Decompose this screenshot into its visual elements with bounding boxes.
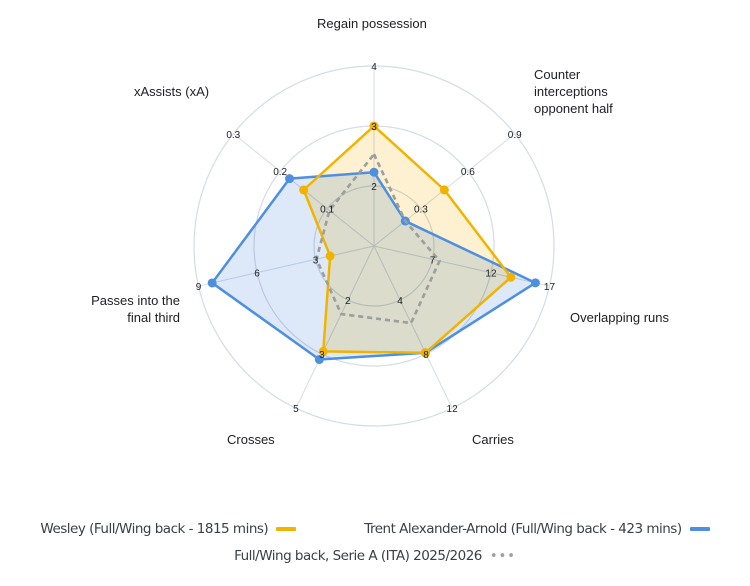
tick-label: 0.2 [273, 167, 287, 178]
tick-label: 4 [371, 62, 377, 73]
data-point[interactable] [506, 272, 516, 282]
legend-label-wesley: Wesley (Full/Wing back - 1815 mins) [40, 521, 269, 537]
axis-label-passes-final-third: Passes into the final third [91, 293, 180, 325]
tick-label: 17 [544, 282, 556, 293]
tick-label: 0.1 [320, 205, 334, 216]
legend-label-average: Full/Wing back, Serie A (ITA) 2025/2026 [234, 548, 482, 564]
tick-label: 5 [293, 404, 299, 415]
axis-label-overlapping-runs: Overlapping runs [570, 310, 669, 325]
data-point[interactable] [530, 278, 540, 288]
data-point[interactable] [285, 174, 295, 184]
data-point[interactable] [299, 185, 309, 195]
data-point[interactable] [318, 346, 328, 356]
tick-label: 0.3 [226, 130, 240, 141]
tick-label: 3 [313, 255, 319, 266]
tick-label: 12 [447, 404, 459, 415]
legend-item-wesley[interactable]: Wesley (Full/Wing back - 1815 mins) [40, 521, 297, 537]
tick-label: 2 [345, 296, 351, 307]
radar-chart: 2 3 4 0.3 0.6 0.9 7 12 17 4 8 12 2 3 5 3 6 9 0.1 0.2 0.3 [193, 62, 556, 427]
tick-label: 6 [254, 269, 260, 280]
series-average-line [315, 151, 441, 325]
tick-label: 0.6 [461, 167, 475, 178]
tick-label: 0.9 [508, 130, 522, 141]
axis-label-carries: Carries [472, 432, 514, 447]
data-point[interactable] [439, 185, 449, 195]
tick-label: 2 [371, 182, 377, 193]
legend-item-average[interactable]: Full/Wing back, Serie A (ITA) 2025/2026 … [234, 548, 516, 564]
series-wesley-line [302, 124, 513, 355]
data-point[interactable] [369, 121, 379, 131]
data-point[interactable] [325, 251, 335, 261]
data-point[interactable] [314, 355, 324, 365]
data-point[interactable] [207, 278, 217, 288]
tick-label: 4 [397, 296, 403, 307]
tick-label: 7 [430, 255, 436, 266]
tick-label: 8 [423, 350, 429, 361]
tick-label: 0.3 [414, 205, 428, 216]
tick-label: 3 [319, 350, 325, 361]
legend-swatch-blue-icon [689, 527, 710, 531]
tick-label: 3 [371, 122, 377, 133]
series-fill [303, 126, 511, 353]
tick-label: 12 [485, 269, 497, 280]
axis-label-counter-interceptions: Counter interceptions opponent half [534, 67, 613, 116]
data-point[interactable] [420, 348, 430, 358]
legend-label-trent: Trent Alexander-Arnold (Full/Wing back -… [364, 521, 682, 537]
radar-tick-labels: 2 3 4 0.3 0.6 0.9 7 12 17 4 8 12 2 3 5 3 6 9 0.1 0.2 0.3 [196, 62, 556, 415]
legend-swatch-gold-icon [276, 527, 297, 531]
chart-legend: Wesley (Full/Wing back - 1815 mins) Tren… [0, 518, 750, 567]
tick-label: 9 [196, 282, 202, 293]
legend-item-trent[interactable]: Trent Alexander-Arnold (Full/Wing back -… [364, 521, 710, 537]
data-point[interactable] [369, 167, 379, 177]
axis-label-regain-possession: Regain possession [317, 16, 427, 31]
axis-label-crosses: Crosses [227, 432, 275, 447]
legend-swatch-dotted-icon: ••• [489, 548, 516, 564]
series-trent-line [210, 170, 537, 361]
axis-label-xassists: xAssists (xA) [134, 84, 210, 99]
radar-series [207, 121, 540, 365]
